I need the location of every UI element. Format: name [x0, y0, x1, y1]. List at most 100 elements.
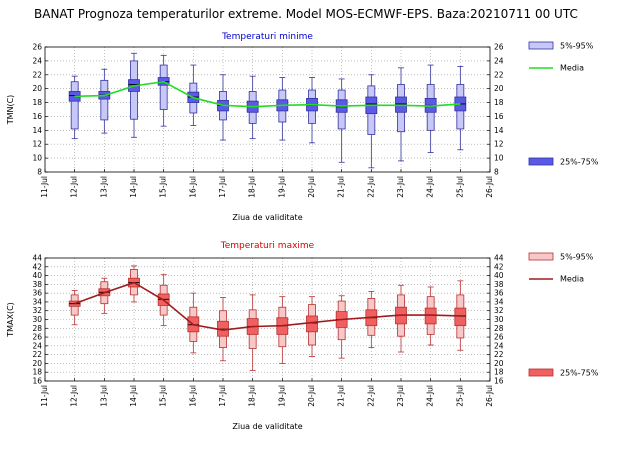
x-tick-label: 24-Jul	[426, 385, 435, 407]
box-25-75	[306, 315, 318, 333]
y-tick-label-right: 36	[494, 289, 504, 298]
x-tick-label: 11-Jul	[40, 385, 49, 407]
y-tick-label-right: 10	[494, 154, 504, 163]
y-tick-label-left: 34	[32, 297, 42, 306]
x-tick-label: 23-Jul	[396, 176, 405, 198]
x-tick-label: 13-Jul	[99, 176, 108, 198]
legend: 5%-95% Media 25%-75%	[528, 41, 599, 167]
x-tick-label: 22-Jul	[366, 176, 375, 198]
y-tick-label-left: 16	[32, 377, 42, 386]
x-tick-label: 24-Jul	[426, 176, 435, 198]
y-tick-label-left: 14	[32, 126, 42, 135]
x-tick-label: 12-Jul	[70, 385, 79, 407]
chart-panel-1: Temperaturi minime 8 8 10 10 12 12 14 14 16 16 18 18…	[6, 32, 599, 222]
y-tick-label-left: 24	[32, 341, 42, 350]
box-25-75	[454, 307, 467, 327]
legend-label-media: Media	[560, 275, 584, 284]
y-tick-label-left: 22	[32, 350, 42, 359]
x-tick-label: 14-Jul	[129, 385, 138, 407]
box-12-Jul	[68, 75, 81, 140]
y-tick-label-right: 20	[494, 359, 504, 368]
x-tick-label: 17-Jul	[218, 176, 227, 198]
legend-label-media: Media	[560, 64, 584, 73]
box-14-Jul	[128, 52, 140, 138]
box-18-Jul	[246, 294, 259, 371]
y-tick-label-right: 26	[494, 43, 504, 52]
x-tick-label: 17-Jul	[218, 385, 227, 407]
x-tick-label: 11-Jul	[40, 176, 49, 198]
y-tick-label-left: 38	[32, 280, 42, 289]
x-tick-label: 15-Jul	[159, 385, 168, 407]
box-5-95	[159, 64, 168, 110]
y-tick-label-left: 26	[32, 333, 42, 342]
y-tick-label-left: 36	[32, 289, 42, 298]
box-5-95	[100, 79, 109, 121]
y-tick-label-left: 44	[32, 254, 42, 263]
chart-title: Temperaturi maxime	[220, 241, 315, 251]
y-tick-label-right: 16	[494, 377, 504, 386]
x-tick-label: 20-Jul	[307, 385, 316, 407]
box-22-Jul	[365, 290, 378, 349]
y-tick-label-left: 24	[32, 56, 42, 65]
x-tick-label: 23-Jul	[396, 385, 405, 407]
x-tick-label: 26-Jul	[485, 176, 494, 198]
y-tick-label-right: 24	[494, 341, 504, 350]
legend-swatch-5-95	[528, 41, 554, 50]
x-tick-label: 20-Jul	[307, 176, 316, 198]
y-tick-label-left: 22	[32, 70, 42, 79]
x-tick-label: 15-Jul	[159, 176, 168, 198]
box-25-Jul	[454, 66, 467, 151]
y-tick-label-left: 26	[32, 43, 42, 52]
y-tick-label-left: 10	[32, 154, 42, 163]
legend-swatch-25-75	[528, 157, 554, 166]
box-13-Jul	[98, 68, 111, 134]
y-tick-label-left: 30	[32, 315, 42, 324]
y-axis-label: TMN(C)	[6, 95, 15, 126]
media-line	[74, 281, 461, 331]
legend-label-5-95: 5%-95%	[560, 253, 594, 262]
box-23-Jul	[395, 284, 407, 353]
y-tick-label-right: 18	[494, 98, 504, 107]
legend-label-25-75: 25%-75%	[560, 369, 599, 378]
y-tick-label-left: 18	[32, 98, 42, 107]
box-21-Jul	[335, 78, 348, 163]
y-tick-label-left: 20	[32, 84, 42, 93]
main-title: BANAT Prognoza temperaturilor extreme. M…	[34, 7, 578, 21]
y-tick-label-right: 32	[494, 306, 504, 315]
x-tick-label: 18-Jul	[248, 176, 257, 198]
x-tick-label: 25-Jul	[455, 385, 464, 407]
y-tick-label-left: 42	[32, 262, 42, 271]
y-tick-label-right: 38	[494, 280, 504, 289]
y-tick-label-right: 24	[494, 56, 504, 65]
media-line	[74, 80, 461, 108]
y-tick-label-left: 18	[32, 368, 42, 377]
y-tick-label-left: 8	[37, 168, 42, 177]
box-24-Jul	[424, 64, 437, 153]
y-tick-label-right: 22	[494, 70, 504, 79]
y-tick-label-right: 26	[494, 333, 504, 342]
y-tick-label-right: 14	[494, 126, 504, 135]
box-20-Jul	[306, 77, 318, 144]
y-tick-label-left: 16	[32, 112, 42, 121]
y-tick-label-right: 22	[494, 350, 504, 359]
box-13-Jul	[98, 277, 111, 314]
y-tick-label-right: 44	[494, 254, 504, 263]
legend-swatch-5-95	[528, 252, 554, 261]
x-axis-label: Ziua de validitate	[232, 213, 302, 222]
y-tick-label-right: 30	[494, 315, 504, 324]
legend-label-5-95: 5%-95%	[560, 42, 594, 51]
x-tick-label: 16-Jul	[188, 176, 197, 198]
y-tick-label-right: 12	[494, 140, 504, 149]
y-tick-label-right: 8	[494, 168, 499, 177]
legend-swatch-25-75	[528, 368, 554, 377]
x-tick-label: 12-Jul	[70, 176, 79, 198]
y-tick-label-right: 42	[494, 262, 504, 271]
x-tick-label: 25-Jul	[455, 176, 464, 198]
chart-title: Temperaturi minime	[221, 32, 313, 42]
legend: 5%-95% Media 25%-75%	[528, 252, 599, 378]
y-tick-label-right: 16	[494, 112, 504, 121]
box-22-Jul	[365, 74, 378, 169]
x-tick-label: 19-Jul	[277, 385, 286, 407]
plot-frame	[44, 257, 491, 382]
